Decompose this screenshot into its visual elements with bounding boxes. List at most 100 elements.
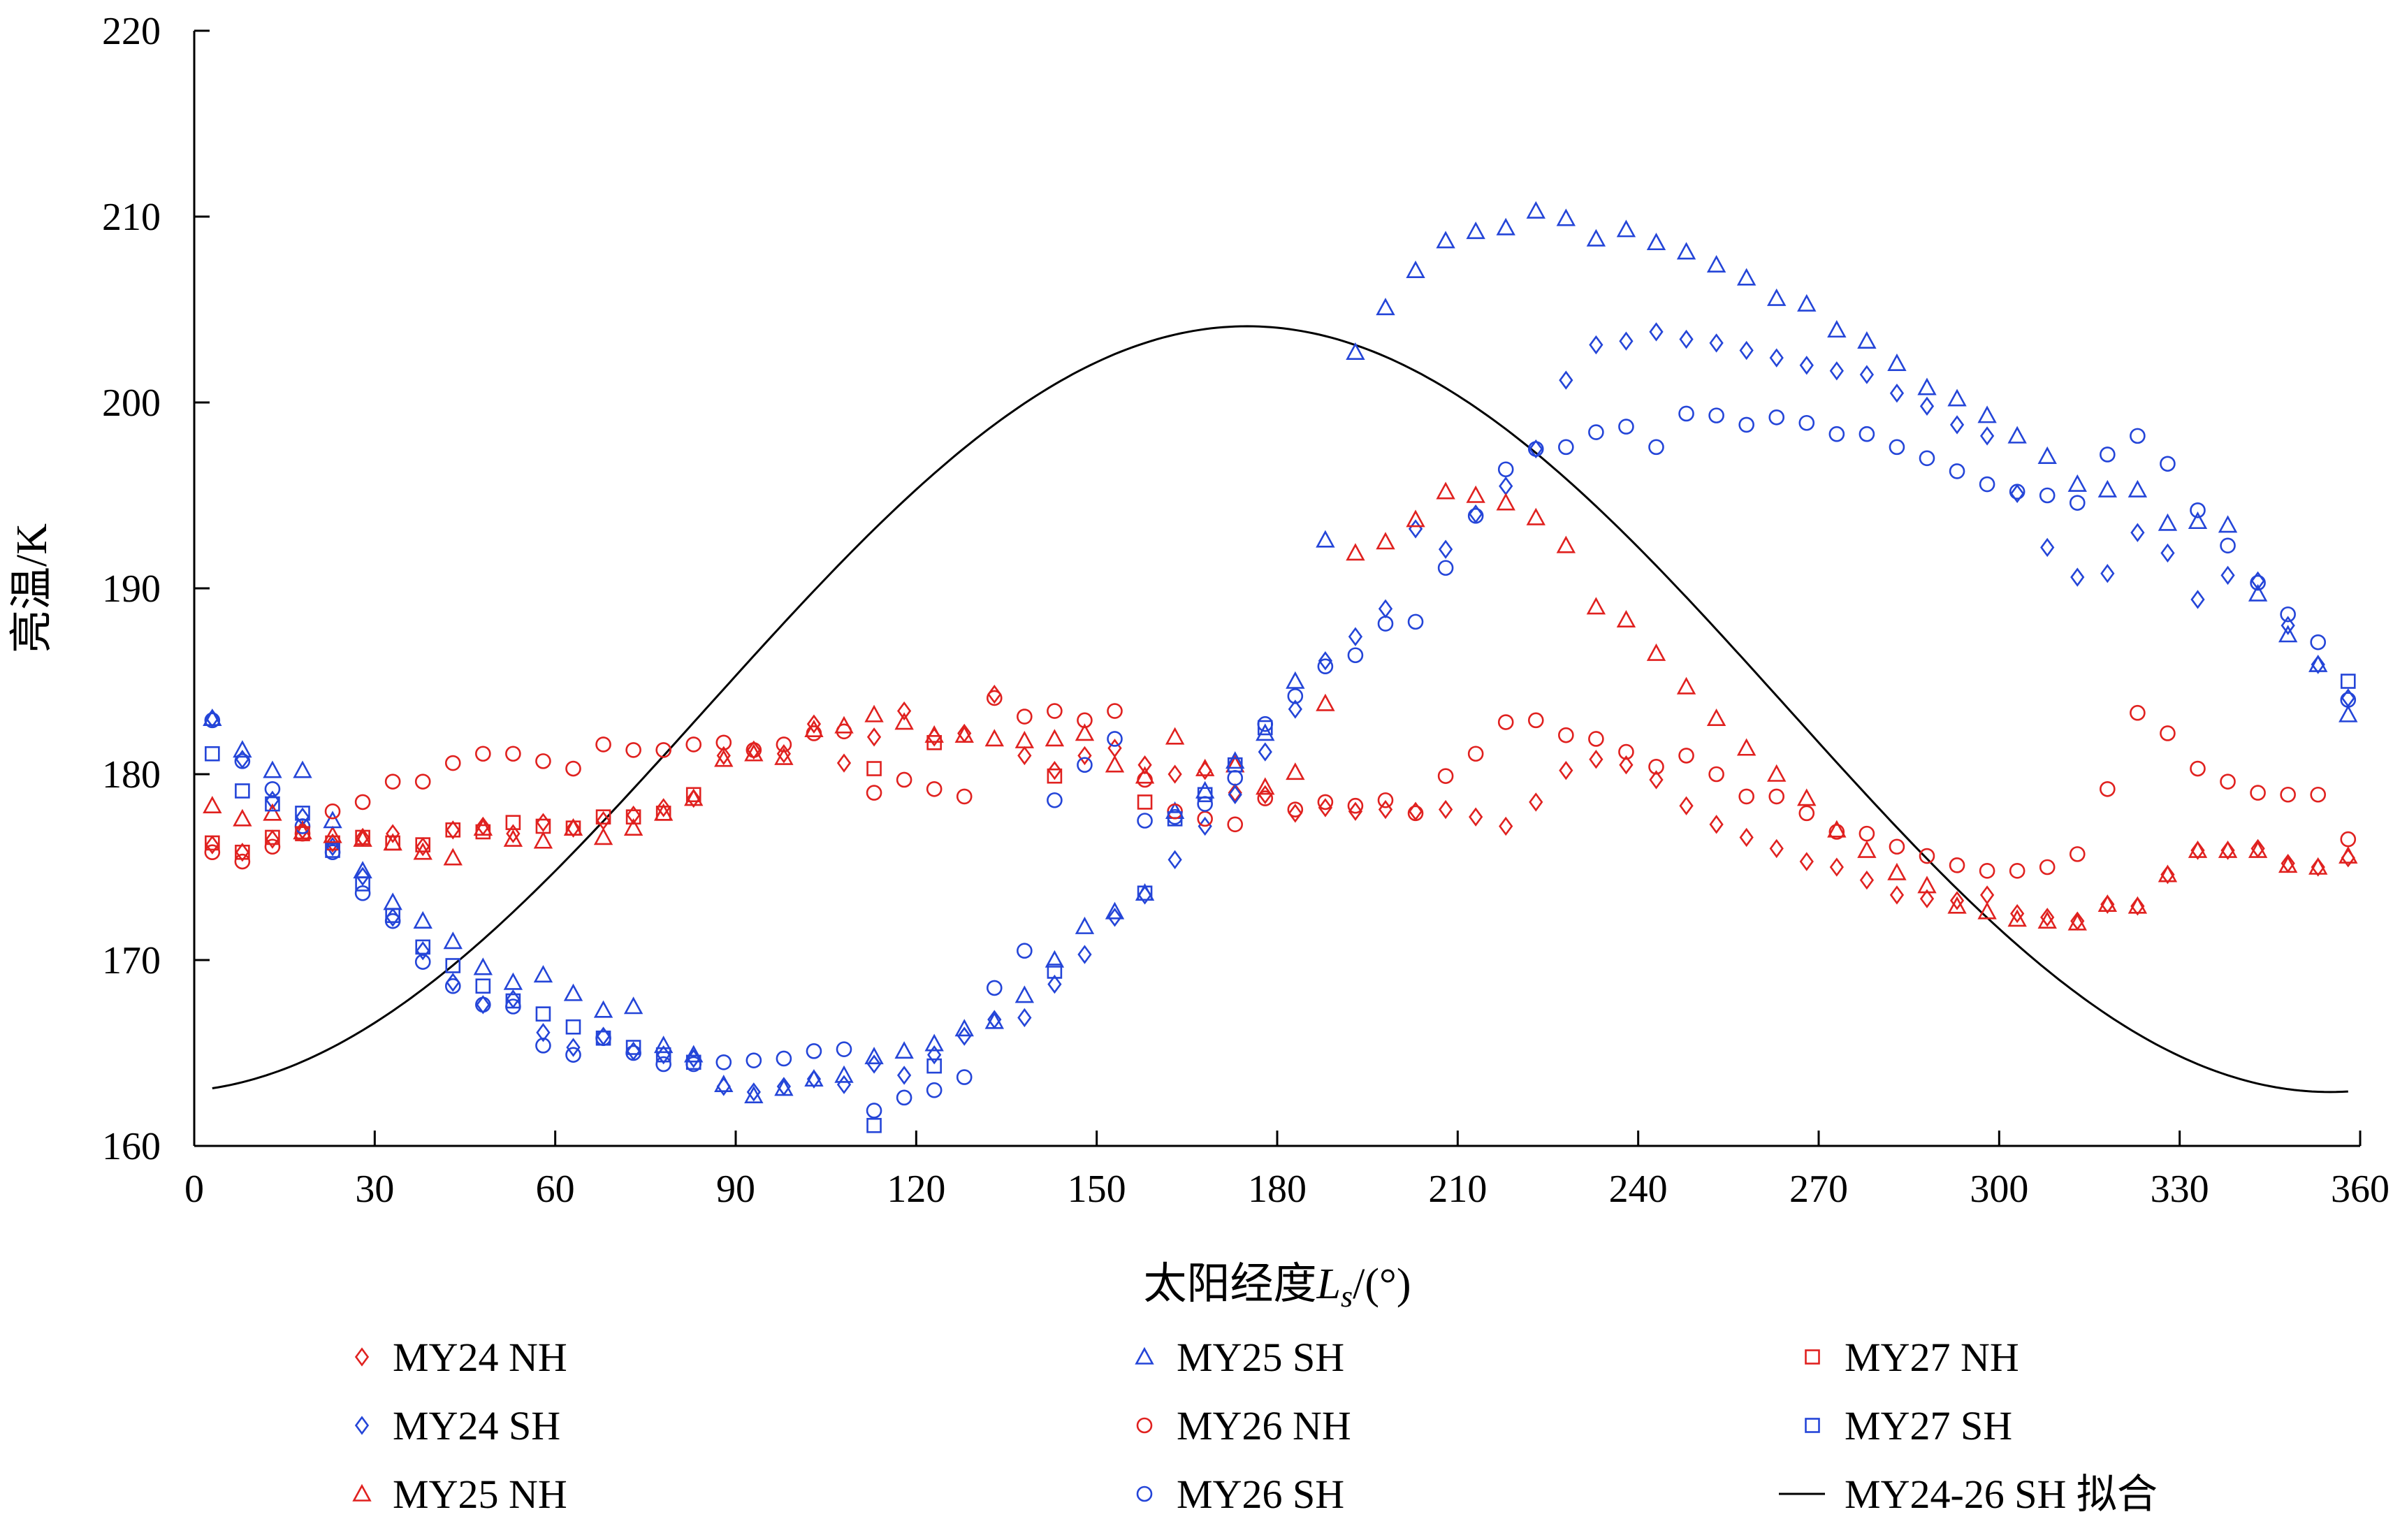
- data-point: [836, 723, 852, 740]
- data-point: [1408, 519, 1423, 539]
- data-point: [774, 747, 794, 765]
- data-point: [864, 704, 884, 722]
- data-point: [415, 837, 431, 852]
- data-point: [1107, 703, 1123, 719]
- data-point: [1857, 331, 1877, 349]
- data-point: [1649, 770, 1664, 790]
- data-point: [265, 829, 280, 849]
- data-point: [293, 760, 312, 778]
- data-point: [1436, 231, 1455, 249]
- data-point: [1678, 405, 1694, 422]
- data-point: [1346, 342, 1365, 360]
- data-point: [204, 712, 221, 729]
- data-point: [986, 690, 1003, 706]
- legend-item: MY24 NH: [354, 1335, 567, 1380]
- data-point: [866, 1103, 882, 1119]
- data-point: [535, 818, 551, 834]
- data-point: [894, 1041, 914, 1059]
- data-point: [1767, 288, 1787, 306]
- data-point: [1529, 792, 1543, 812]
- data-point: [625, 1040, 641, 1055]
- data-point: [2280, 606, 2296, 623]
- data-point: [1227, 757, 1243, 773]
- data-point: [1017, 709, 1033, 725]
- data-point: [2097, 479, 2118, 497]
- data-point: [1527, 712, 1544, 729]
- data-point: [1679, 329, 1694, 349]
- data-point: [1709, 815, 1724, 834]
- series-my25-nh: [203, 481, 2358, 931]
- data-point: [714, 749, 734, 767]
- data-point: [354, 794, 371, 811]
- data-point: [656, 1045, 671, 1065]
- data-point: [2007, 426, 2027, 444]
- data-point: [443, 931, 463, 950]
- data-point: [896, 1089, 912, 1106]
- data-point: [2188, 840, 2208, 858]
- data-point: [1919, 396, 1935, 416]
- data-point: [2100, 780, 2116, 797]
- data-point: [1827, 820, 1847, 838]
- data-point: [1977, 901, 1997, 920]
- data-point: [957, 1026, 972, 1046]
- data-point: [295, 806, 310, 821]
- data-point: [235, 843, 250, 862]
- data-point: [625, 742, 641, 758]
- series-my24-nh: [205, 684, 2355, 931]
- data-point: [1797, 293, 1817, 312]
- data-point: [2130, 428, 2146, 444]
- data-point: [2310, 634, 2327, 651]
- data-point: [565, 1047, 581, 1063]
- data-point: [746, 1082, 761, 1102]
- legend-item: MY26 NH: [1136, 1403, 1351, 1448]
- data-point: [595, 809, 611, 825]
- data-point: [2069, 495, 2086, 511]
- data-point: [1107, 739, 1122, 758]
- data-point: [565, 1019, 581, 1035]
- data-point: [234, 853, 251, 870]
- data-point: [924, 725, 944, 743]
- data-point: [2190, 502, 2206, 518]
- data-point: [1467, 746, 1484, 762]
- data-point: [1378, 599, 1393, 618]
- data-point: [385, 908, 400, 923]
- data-point: [1648, 439, 1664, 456]
- legend-label: MY27 SH: [1845, 1403, 2012, 1448]
- data-point: [2220, 537, 2236, 554]
- data-point: [1709, 333, 1724, 353]
- data-point: [533, 965, 553, 983]
- x-tick-label: 180: [1248, 1168, 1307, 1211]
- data-point: [1438, 539, 1453, 559]
- data-point: [1529, 439, 1543, 459]
- data-point: [446, 973, 460, 992]
- data-point: [1466, 485, 1485, 503]
- data-point: [1257, 720, 1273, 736]
- series-my26-sh: [204, 405, 2357, 1119]
- data-point: [2040, 537, 2055, 558]
- data-point: [1678, 748, 1694, 764]
- data-point: [1889, 384, 1905, 403]
- series-my24-sh: [205, 322, 2355, 1102]
- data-point: [413, 910, 432, 929]
- x-tick-label: 60: [536, 1168, 575, 1211]
- data-point: [593, 827, 613, 845]
- data-point: [866, 761, 882, 776]
- data-point: [774, 1078, 794, 1096]
- data-point: [385, 835, 400, 851]
- data-point: [1197, 796, 1213, 812]
- data-point: [1679, 796, 1694, 815]
- data-point: [203, 796, 222, 814]
- x-tick-label: 0: [184, 1168, 204, 1211]
- data-point: [2218, 515, 2238, 533]
- x-axis-title-symbol: L: [1316, 1261, 1341, 1308]
- data-point: [1137, 885, 1153, 901]
- data-point: [2127, 896, 2148, 914]
- data-point: [1979, 885, 1995, 905]
- data-point: [1889, 885, 1905, 905]
- data-point: [1919, 889, 1935, 908]
- data-point: [383, 892, 402, 910]
- data-point: [1467, 507, 1484, 524]
- data-point: [2248, 583, 2268, 602]
- data-point: [2010, 903, 2025, 924]
- data-point: [2190, 590, 2205, 609]
